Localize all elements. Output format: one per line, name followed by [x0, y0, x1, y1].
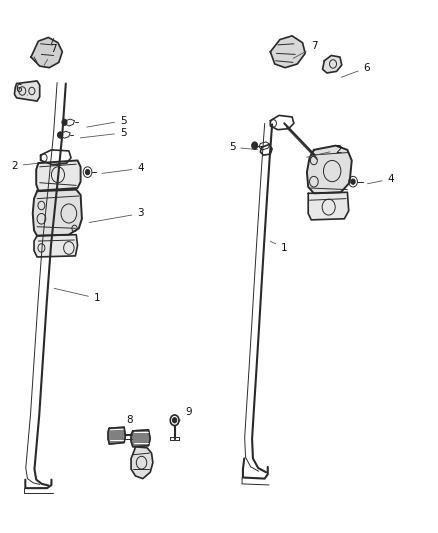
Text: 2: 2: [11, 161, 37, 171]
Text: 7: 7: [293, 42, 318, 59]
Text: 5: 5: [87, 116, 127, 127]
Text: 1: 1: [54, 288, 100, 303]
Polygon shape: [34, 235, 78, 257]
Polygon shape: [36, 160, 81, 191]
Polygon shape: [14, 81, 40, 101]
Text: 4: 4: [102, 164, 144, 173]
Polygon shape: [131, 447, 153, 479]
Polygon shape: [308, 192, 349, 220]
Text: 9: 9: [179, 407, 192, 421]
Text: 6: 6: [15, 84, 28, 95]
Polygon shape: [31, 37, 62, 68]
Circle shape: [252, 142, 258, 149]
Polygon shape: [108, 427, 125, 444]
Polygon shape: [322, 55, 342, 73]
Circle shape: [173, 418, 177, 423]
Polygon shape: [33, 190, 82, 236]
Text: 2: 2: [307, 145, 342, 157]
Text: 6: 6: [341, 63, 370, 77]
Text: 8: 8: [127, 415, 135, 431]
Text: 1: 1: [270, 241, 288, 253]
Polygon shape: [307, 146, 352, 193]
Circle shape: [85, 169, 90, 175]
Polygon shape: [131, 430, 150, 447]
Text: 3: 3: [89, 208, 144, 223]
Text: 5: 5: [80, 128, 127, 138]
Text: 4: 4: [367, 174, 394, 184]
Polygon shape: [270, 36, 305, 68]
Text: 7: 7: [44, 44, 57, 65]
Circle shape: [351, 179, 355, 184]
Text: 5: 5: [229, 142, 258, 152]
Circle shape: [62, 119, 67, 125]
Circle shape: [57, 132, 63, 138]
